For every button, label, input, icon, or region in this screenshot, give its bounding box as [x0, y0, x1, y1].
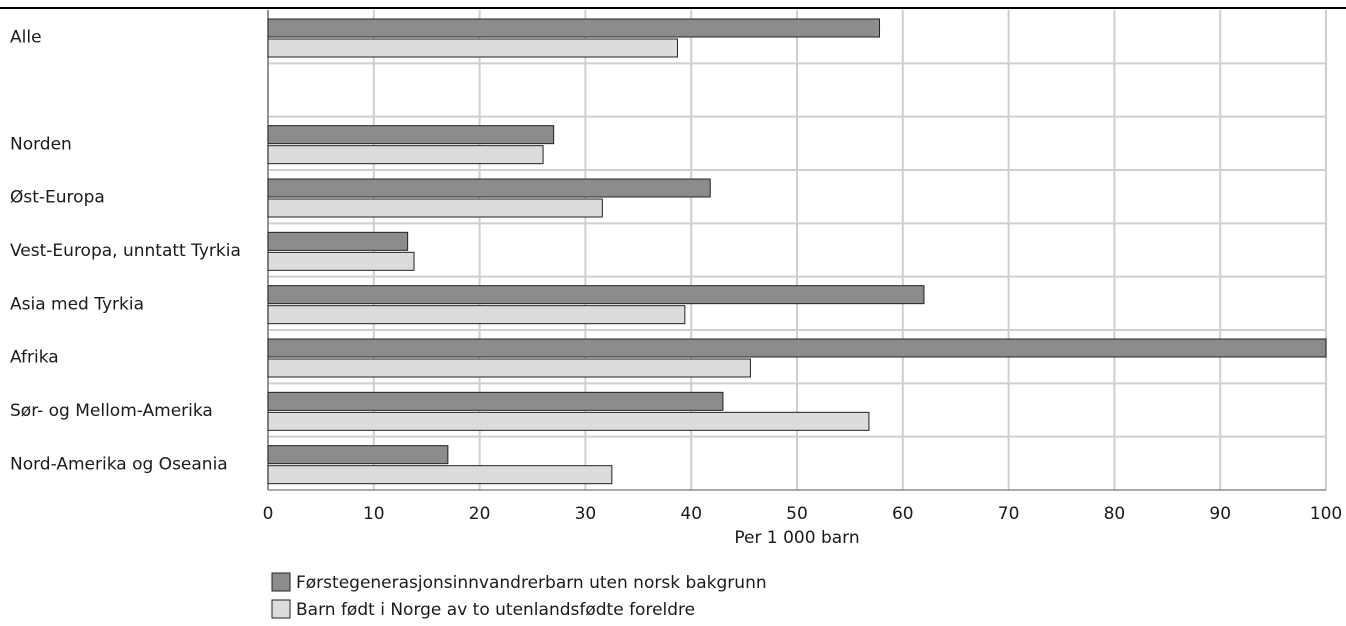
gridlines	[267, 10, 1327, 491]
bar-series-1	[267, 338, 1327, 358]
x-tick-label: 20	[469, 504, 491, 524]
legend-swatch	[271, 599, 291, 619]
bars	[267, 18, 1327, 485]
bar-series-1	[267, 285, 925, 305]
bar-series-2	[267, 358, 751, 378]
x-tick-label: 0	[263, 504, 274, 524]
bar-series-2	[267, 411, 870, 431]
bar-series-2	[267, 145, 544, 165]
bar-series-1	[267, 391, 724, 411]
bar-series-1	[267, 125, 555, 145]
category-label: Sør- og Mellom-Amerika	[10, 401, 213, 421]
x-tick-label: 60	[892, 504, 914, 524]
x-tick-label: 100	[1310, 504, 1342, 524]
bar-series-1	[267, 445, 449, 465]
x-tick-label: 30	[575, 504, 597, 524]
category-labels: Alle Norden Øst-Europa Vest-Europa, unntatt…	[10, 28, 241, 475]
x-tick-labels: 0 10 20 30 40 50 60 70 80 90 100	[263, 504, 1343, 524]
bar-series-2	[267, 251, 415, 271]
category-label: Nord-Amerika og Oseania	[10, 454, 228, 474]
x-tick-label: 50	[786, 504, 808, 524]
category-label: Alle	[10, 28, 42, 48]
x-tick-label: 10	[363, 504, 385, 524]
x-tick-label: 40	[680, 504, 702, 524]
x-axis-title: Per 1 000 barn	[734, 528, 859, 548]
bar-series-1	[267, 231, 409, 251]
category-label: Øst-Europa	[10, 188, 105, 208]
category-label: Norden	[10, 134, 72, 154]
legend: Førstegenerasjonsinnvandrerbarn uten nor…	[271, 572, 767, 620]
category-label: Vest-Europa, unntatt Tyrkia	[10, 241, 241, 261]
x-tick-label: 90	[1209, 504, 1231, 524]
category-label: Afrika	[10, 348, 59, 368]
x-tick-label: 80	[1104, 504, 1126, 524]
category-label: Asia med Tyrkia	[10, 294, 144, 314]
bar-series-2	[267, 465, 613, 485]
bar-series-2	[267, 305, 686, 325]
bar-series-2	[267, 38, 678, 58]
legend-swatch	[271, 572, 291, 592]
legend-label: Førstegenerasjonsinnvandrerbarn uten nor…	[296, 573, 767, 593]
bar-series-1	[267, 178, 711, 198]
bar-series-1	[267, 18, 881, 38]
legend-label: Barn født i Norge av to utenlandsfødte f…	[296, 600, 695, 620]
x-tick-label: 70	[998, 504, 1020, 524]
bar-series-2	[267, 198, 603, 218]
